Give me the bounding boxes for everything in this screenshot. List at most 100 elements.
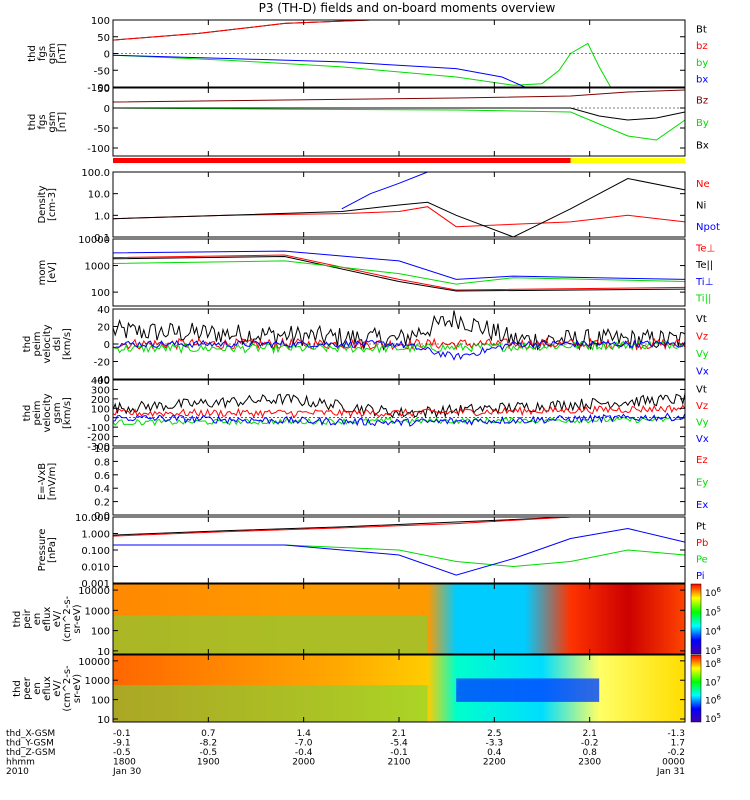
- x-axis-value: -5.4: [390, 739, 408, 749]
- x-axis-value: 0.4: [487, 748, 502, 758]
- legend-entry: Te||: [695, 260, 713, 271]
- legend-entry: Vy: [696, 417, 709, 428]
- x-axis-value: 1.4: [297, 729, 312, 739]
- x-axis-value: -9.1: [113, 739, 131, 749]
- x-axis-row-label: thd_Z-GSM: [6, 748, 55, 758]
- legend-entry: Ti||: [695, 294, 711, 305]
- y-tick-label: -200: [87, 433, 110, 444]
- legend-entry: Bz: [696, 95, 708, 106]
- series-Ne: [112, 206, 686, 228]
- series-bz: [112, 19, 371, 41]
- y-axis-label: [km/s]: [62, 328, 73, 360]
- y-tick-label: 100: [91, 16, 110, 27]
- legend-entry: Vt: [696, 314, 707, 325]
- series-Te||: [112, 255, 686, 292]
- series-Vz: [112, 404, 686, 418]
- x-axis-value: 2200: [483, 758, 506, 768]
- series-Ti||: [112, 260, 686, 285]
- y-tick-label: 1.000: [81, 530, 110, 541]
- y-axis-label: thd: [27, 114, 38, 131]
- series-Ti⊥: [112, 250, 686, 280]
- x-axis-value: -0.5: [113, 748, 131, 758]
- x-axis-table: thd_X-GSMthd_Y-GSMthd_Z-GSMhhmm2010-0.1-…: [6, 729, 685, 777]
- y-tick-label: 10: [97, 647, 110, 658]
- y-tick-label: 100: [91, 696, 110, 707]
- x-axis-value: -0.2: [667, 748, 685, 758]
- y-tick-label: -50: [94, 124, 110, 135]
- y-tick-label: 100.0: [81, 168, 110, 179]
- y-tick-label: 0.2: [94, 498, 110, 509]
- y-axis-label: mom: [37, 260, 48, 286]
- y-tick-label: 200: [91, 395, 110, 406]
- legend-entry: Pi: [696, 571, 705, 582]
- series-Te⊥: [112, 254, 686, 291]
- y-tick-label: 1000: [85, 606, 110, 617]
- y-tick-label: 0.0: [94, 511, 110, 522]
- y-axis-label: gsm: [47, 43, 58, 64]
- y-axis-label: velocity: [42, 324, 53, 363]
- x-axis-value: -1.3: [667, 729, 685, 739]
- series-Vx: [112, 339, 686, 361]
- panel-3: Ne Ni Npot 100.0 10.0 1.0 0.1 Density [cm-3]: [37, 168, 720, 244]
- y-tick-label: 0: [104, 414, 110, 425]
- panel-10: 108 107 106 105 10000 1000 100 10 thd peer en eflux…: [12, 654, 721, 726]
- y-tick-label: 50: [97, 84, 110, 95]
- y-tick-label: 400: [91, 376, 110, 387]
- y-axis-label: thd: [22, 405, 33, 422]
- series-Pe: [113, 544, 686, 568]
- x-axis-value: -8.2: [200, 739, 218, 749]
- y-axis-label: sr-eV): [72, 604, 83, 633]
- y-tick-label: 0.8: [94, 457, 110, 468]
- panel-2: Bz By Bx 50 0 -50 -100 thd fgs gsm [nT]: [27, 84, 709, 163]
- x-axis-value: 0.7: [201, 729, 215, 739]
- y-tick-label: 100: [91, 627, 110, 638]
- y-axis-label: [nT]: [57, 112, 68, 132]
- y-tick-label: 0.001: [81, 579, 110, 590]
- legend-entry: Vz: [696, 331, 708, 342]
- y-axis-label: eV/: [52, 680, 63, 697]
- legend-entry: Pe: [696, 554, 708, 565]
- y-tick-label: 10000: [78, 235, 110, 246]
- y-tick-label: -300: [87, 442, 110, 453]
- y-tick-label: 0.1: [94, 233, 110, 244]
- colorbar-label: 106: [705, 586, 721, 599]
- y-tick-label: 0: [104, 50, 110, 61]
- y-tick-label: 10.000: [75, 513, 110, 524]
- legend-entry: Vy: [696, 349, 709, 360]
- series-Pi: [113, 527, 686, 576]
- y-tick-label: 20: [97, 323, 110, 334]
- x-axis-value: -0.1: [390, 748, 408, 758]
- colorbar-label: 105: [705, 712, 721, 725]
- y-tick-label: -40: [94, 375, 110, 386]
- y-tick-label: 40: [97, 305, 110, 316]
- series-Vt: [112, 393, 686, 419]
- legend-entry: Ne: [696, 179, 710, 190]
- y-tick-label: 0: [104, 340, 110, 351]
- x-axis-row-label: thd_X-GSM: [6, 729, 55, 739]
- y-tick-label: 300: [91, 385, 110, 396]
- heatmap-band: [113, 615, 428, 654]
- y-axis-label: Density: [37, 185, 48, 223]
- x-axis-value: 2000: [292, 758, 315, 768]
- legend-entry: bz: [696, 41, 708, 52]
- x-axis-value: 1900: [197, 758, 220, 768]
- x-axis-value: Jan 30: [112, 767, 141, 777]
- x-axis-value: -0.5: [200, 748, 218, 758]
- y-tick-label: 100: [91, 288, 110, 299]
- x-axis-value: 2.5: [487, 729, 501, 739]
- y-tick-label: 10.0: [88, 190, 110, 201]
- x-axis-value: 0000: [662, 758, 685, 768]
- y-tick-label: -100: [87, 423, 110, 434]
- y-axis-label: fgs: [37, 46, 48, 61]
- series-Vy: [112, 339, 686, 355]
- y-axis-label: thd: [27, 45, 38, 62]
- y-tick-label: 1.0: [94, 444, 110, 455]
- y-tick-label: -20: [94, 358, 110, 369]
- panel-frame: [112, 238, 686, 307]
- x-axis-value: 2.1: [392, 729, 406, 739]
- legend-entry: Vx: [696, 366, 709, 377]
- y-axis-label: dsl: [52, 337, 63, 351]
- x-axis-value: -3.3: [486, 739, 504, 749]
- y-tick-label: 0.100: [81, 546, 110, 557]
